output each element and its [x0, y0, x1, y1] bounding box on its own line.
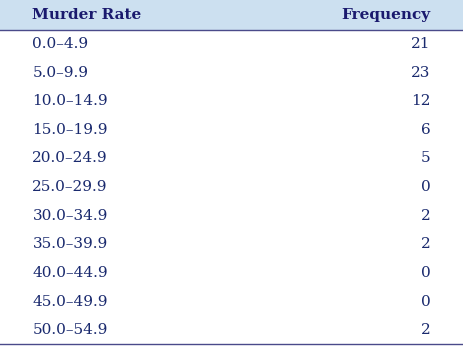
- Text: 21: 21: [411, 37, 431, 51]
- Text: 25.0–29.9: 25.0–29.9: [32, 180, 108, 194]
- Text: 5.0–9.9: 5.0–9.9: [32, 66, 88, 80]
- Text: 35.0–39.9: 35.0–39.9: [32, 237, 108, 251]
- Text: 15.0–19.9: 15.0–19.9: [32, 123, 108, 137]
- Text: 23: 23: [411, 66, 431, 80]
- Text: 2: 2: [421, 323, 431, 337]
- Text: 0: 0: [421, 180, 431, 194]
- FancyBboxPatch shape: [0, 0, 463, 30]
- Text: 40.0–44.9: 40.0–44.9: [32, 266, 108, 280]
- Text: 0: 0: [421, 295, 431, 309]
- Text: 6: 6: [421, 123, 431, 137]
- Text: 20.0–24.9: 20.0–24.9: [32, 151, 108, 165]
- Text: Murder Rate: Murder Rate: [32, 8, 142, 22]
- Text: 30.0–34.9: 30.0–34.9: [32, 209, 108, 223]
- Text: 10.0–14.9: 10.0–14.9: [32, 94, 108, 108]
- Text: 5: 5: [421, 151, 431, 165]
- Text: 12: 12: [411, 94, 431, 108]
- Text: 2: 2: [421, 237, 431, 251]
- Text: 0.0–4.9: 0.0–4.9: [32, 37, 88, 51]
- Text: 45.0–49.9: 45.0–49.9: [32, 295, 108, 309]
- Text: 50.0–54.9: 50.0–54.9: [32, 323, 108, 337]
- Text: 2: 2: [421, 209, 431, 223]
- Text: Frequency: Frequency: [342, 8, 431, 22]
- Text: 0: 0: [421, 266, 431, 280]
